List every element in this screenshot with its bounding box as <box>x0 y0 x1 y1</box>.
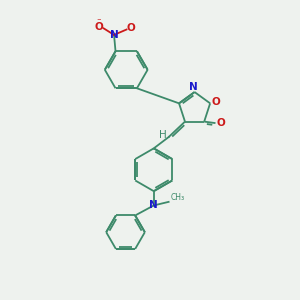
Text: N: N <box>189 82 197 92</box>
Text: N: N <box>149 200 158 210</box>
Text: N: N <box>110 30 118 40</box>
Text: O: O <box>127 23 136 33</box>
Text: $^-$: $^-$ <box>95 16 102 25</box>
Text: CH₃: CH₃ <box>171 193 185 202</box>
Text: O: O <box>94 22 103 32</box>
Text: O: O <box>211 97 220 107</box>
Text: O: O <box>217 118 225 128</box>
Text: H: H <box>159 130 167 140</box>
